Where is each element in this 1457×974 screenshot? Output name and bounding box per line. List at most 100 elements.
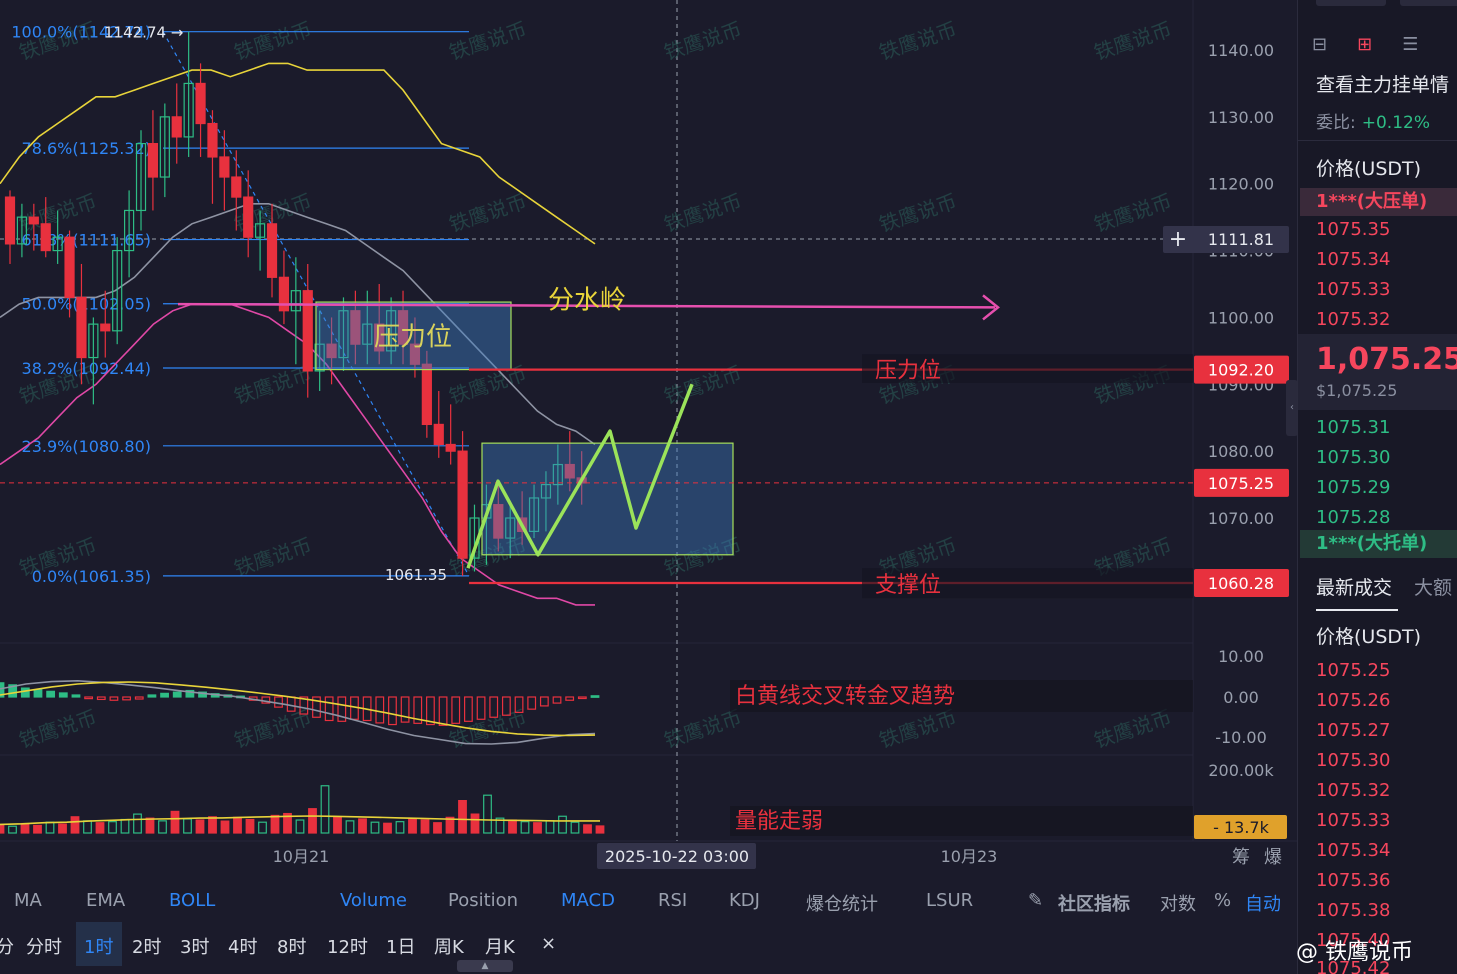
resistance-label-bg xyxy=(862,354,1193,383)
timeframe-4h[interactable]: 4时 xyxy=(228,937,258,958)
bid-row[interactable]: 1075.31 xyxy=(1316,417,1391,438)
candle-body xyxy=(397,310,409,345)
volume-bar xyxy=(208,816,217,834)
timeframe-tick[interactable]: 分时 xyxy=(26,937,62,958)
orderbook-title[interactable]: 查看主力挂单情 xyxy=(1316,74,1450,96)
community-indicators[interactable]: 社区指标 xyxy=(1058,894,1130,915)
bid-row[interactable]: 1075.29 xyxy=(1316,477,1391,498)
candle-body xyxy=(433,423,444,446)
low-price-label: 1061.35 xyxy=(385,566,447,584)
volume-bar xyxy=(0,824,5,834)
candle xyxy=(386,297,397,365)
price-axis-tick: 1120.00 xyxy=(1208,175,1274,194)
candle-body xyxy=(231,176,242,198)
macd-histogram-bar xyxy=(539,696,549,707)
timeframe-min[interactable]: 分 xyxy=(0,937,14,958)
list-icon[interactable]: ☰ xyxy=(1402,34,1419,55)
volume-bar xyxy=(558,815,567,834)
timeframe-week[interactable]: 周K xyxy=(434,937,464,958)
tab-large-trades[interactable]: 大额 xyxy=(1414,577,1453,599)
volume-bar xyxy=(195,819,205,834)
scroll-handle[interactable]: ▲ xyxy=(457,960,513,972)
bid-row[interactable]: 1075.28 xyxy=(1316,507,1391,528)
candle xyxy=(290,257,301,365)
candle-body xyxy=(147,143,159,178)
candle xyxy=(457,431,468,576)
candle-body xyxy=(540,483,552,499)
price-axis-tick: 1070.00 xyxy=(1208,509,1274,528)
top-tab-2[interactable] xyxy=(1400,0,1457,6)
timeframe-2h[interactable]: 2时 xyxy=(132,937,162,958)
resistance-line-label: 压力位 xyxy=(875,359,941,384)
candle xyxy=(421,350,432,438)
indicator-liquidation[interactable]: 爆仓统计 xyxy=(806,894,878,915)
timeframe-12h[interactable]: 12时 xyxy=(327,937,368,958)
timeframe-month[interactable]: 月K xyxy=(485,937,515,958)
volume-bar xyxy=(270,814,280,834)
candle xyxy=(231,150,242,231)
indicator-macd[interactable]: MACD xyxy=(561,890,615,911)
candle-body xyxy=(326,343,337,359)
ask-row[interactable]: 1075.34 xyxy=(1316,249,1391,270)
both-sides-icon[interactable]: ⊟ xyxy=(1312,34,1328,55)
volume-bar xyxy=(508,819,517,834)
ask-row[interactable]: 1075.35 xyxy=(1316,219,1391,240)
close-icon[interactable]: × xyxy=(541,933,557,954)
log-scale-toggle[interactable]: 对数 xyxy=(1160,894,1196,915)
active-tab-underline xyxy=(1316,609,1398,611)
auto-scale-toggle[interactable]: 自动 xyxy=(1245,894,1281,915)
candle xyxy=(171,83,182,164)
edit-icon[interactable]: ✎ xyxy=(1028,890,1044,911)
orderbook-collapse-handle[interactable]: ‹ xyxy=(1286,380,1298,436)
candle-body xyxy=(314,343,325,372)
macd-histogram-bar xyxy=(451,696,461,724)
candle xyxy=(183,31,194,157)
indicator-rsi[interactable]: RSI xyxy=(658,890,688,911)
timeframe-3h[interactable]: 3时 xyxy=(180,937,210,958)
candle xyxy=(4,190,16,264)
indicator-kdj[interactable]: KDJ xyxy=(729,890,760,911)
crosshair-price-tag-bg xyxy=(1163,226,1289,253)
volume-bar xyxy=(470,813,480,834)
brand-logo: @ 铁鹰说币 xyxy=(1296,940,1413,965)
macd-histogram-bar xyxy=(464,696,473,722)
macd-histogram-bar xyxy=(299,696,309,715)
candle-body xyxy=(16,216,28,245)
timeframe-1d[interactable]: 1日 xyxy=(386,937,416,958)
ask-row[interactable]: 1075.32 xyxy=(1316,309,1391,330)
macd-histogram-bar xyxy=(20,687,30,698)
asks-only-icon[interactable]: ⊞ xyxy=(1357,34,1373,55)
trade-row: 1075.34 xyxy=(1316,840,1391,861)
timeframe-8h[interactable]: 8时 xyxy=(277,937,307,958)
ask-row[interactable]: 1075.33 xyxy=(1316,279,1391,300)
macd-axis-tick: 10.00 xyxy=(1218,647,1264,666)
crosshair-price-tag: 1111.81 xyxy=(1208,230,1274,249)
candle xyxy=(88,317,99,405)
orderbook-view-icons: ⊟ ⊞ ☰ xyxy=(1312,34,1418,55)
top-tab-1[interactable] xyxy=(1316,0,1386,6)
timeframe-1h[interactable]: 1时 xyxy=(84,937,114,958)
indicator-boll[interactable]: BOLL xyxy=(169,890,216,911)
candle-body xyxy=(4,196,16,245)
active-timeframe-bg xyxy=(76,922,122,966)
indicator-lsur[interactable]: LSUR xyxy=(926,890,974,911)
indicator-position[interactable]: Position xyxy=(448,890,519,911)
macd-histogram-bar xyxy=(514,696,524,713)
indicator-volume[interactable]: Volume xyxy=(340,890,407,911)
macd-histogram-bar xyxy=(527,696,537,710)
candle xyxy=(278,250,290,325)
candle xyxy=(64,230,75,318)
macd-histogram-bar xyxy=(324,696,334,722)
tab-latest-trades[interactable]: 最新成交 xyxy=(1316,577,1393,599)
indicator-ma[interactable]: MA xyxy=(14,890,42,911)
candle xyxy=(159,103,170,198)
candle-body xyxy=(76,296,87,359)
indicator-ema[interactable]: EMA xyxy=(86,890,126,911)
price-tag-bg xyxy=(1194,569,1289,598)
percent-scale-toggle[interactable]: % xyxy=(1214,890,1232,911)
candle-body xyxy=(493,504,504,539)
order-ratio: 委比: +0.12% xyxy=(1316,108,1430,133)
bid-row[interactable]: 1075.30 xyxy=(1316,447,1391,468)
order-ratio-label: 委比: xyxy=(1316,113,1356,133)
